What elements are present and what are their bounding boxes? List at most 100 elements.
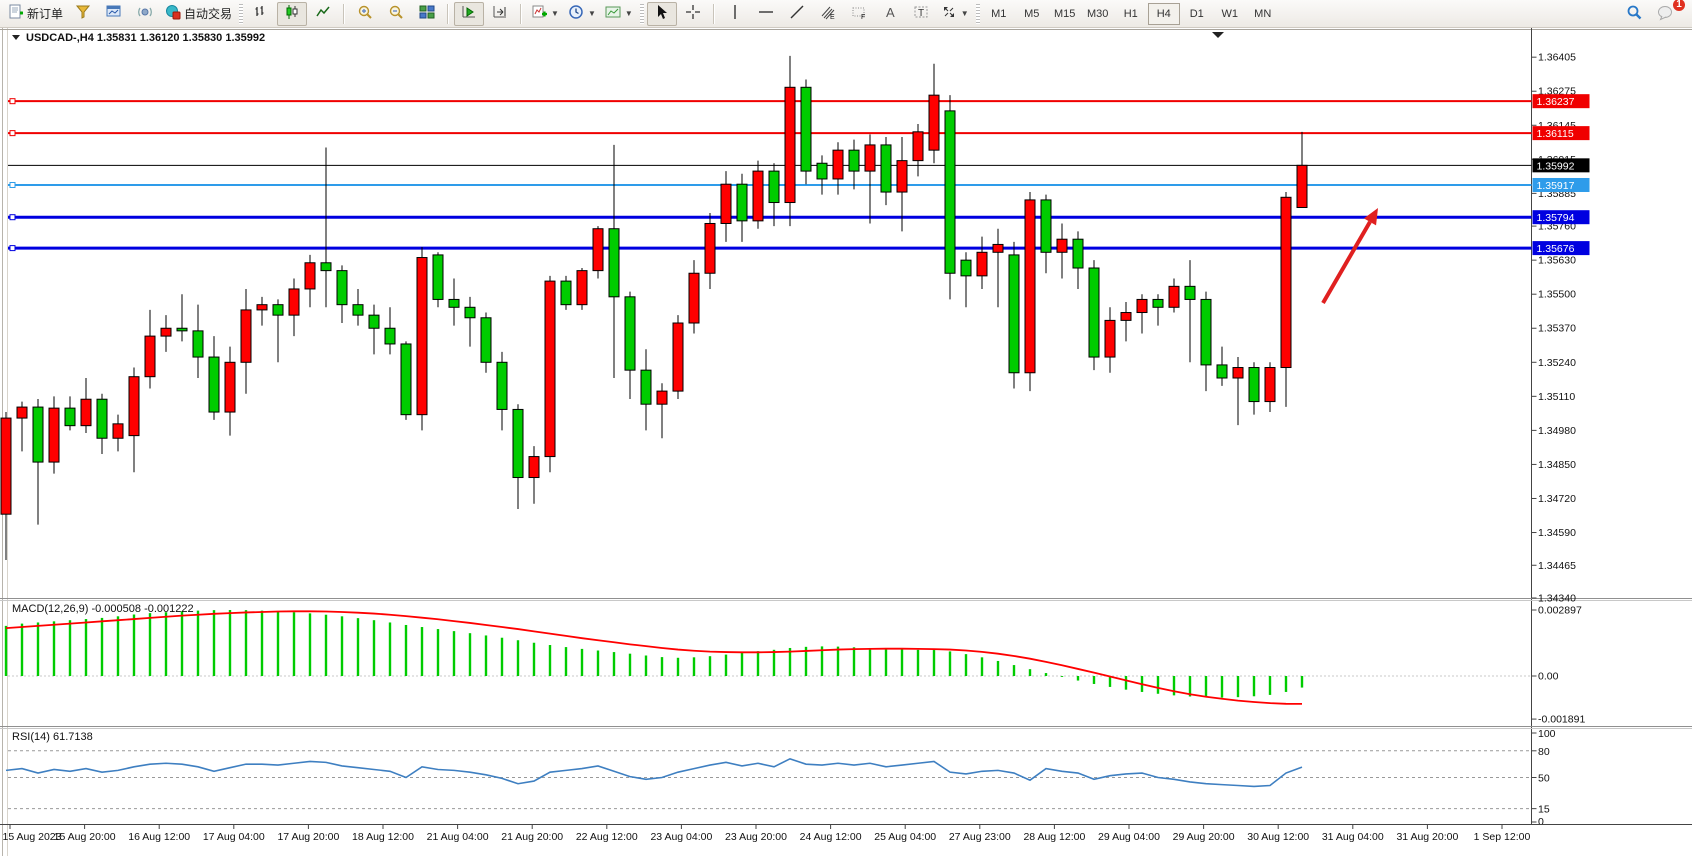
- candlestick-chart-button[interactable]: [277, 1, 308, 26]
- candle-body[interactable]: [528, 456, 540, 479]
- timeframe-d1-button[interactable]: D1: [1189, 7, 1204, 20]
- candle-body[interactable]: [960, 259, 972, 277]
- candle-body[interactable]: [544, 280, 556, 458]
- crosshair-button[interactable]: [678, 2, 708, 26]
- candle-body[interactable]: [928, 94, 940, 151]
- candle-body[interactable]: [912, 131, 924, 162]
- candle-body[interactable]: [480, 317, 492, 363]
- candle-body[interactable]: [560, 280, 572, 306]
- candle-body[interactable]: [592, 228, 604, 272]
- candle-body[interactable]: [880, 144, 892, 193]
- candle-body[interactable]: [704, 222, 716, 274]
- timeframe-h4-button[interactable]: H4: [1147, 2, 1180, 25]
- candle-body[interactable]: [1200, 298, 1212, 366]
- candle-body[interactable]: [464, 306, 476, 319]
- zoom-out-button[interactable]: [381, 2, 411, 26]
- candle-body[interactable]: [64, 407, 76, 427]
- periods-button[interactable]: ▼: [564, 2, 600, 26]
- autotrading-button[interactable]: 自动交易: [161, 2, 236, 26]
- new-order-button[interactable]: 新订单: [4, 2, 67, 26]
- candle-body[interactable]: [112, 423, 124, 439]
- timeframe-w1-button[interactable]: W1: [1221, 7, 1238, 20]
- candle-body[interactable]: [1232, 367, 1244, 379]
- timeframe-m30-button[interactable]: M30: [1087, 7, 1109, 20]
- candle-body[interactable]: [1136, 298, 1148, 314]
- candle-body[interactable]: [656, 390, 668, 405]
- timeframe-m5-button[interactable]: M5: [1024, 7, 1040, 20]
- tile-windows-button[interactable]: [412, 2, 442, 26]
- candle-body[interactable]: [1296, 164, 1308, 209]
- candle-body[interactable]: [208, 356, 220, 413]
- candle-body[interactable]: [80, 398, 92, 427]
- candle-body[interactable]: [1056, 238, 1068, 253]
- chat-button[interactable]: 1: [1650, 0, 1685, 26]
- symbol-dropdown-icon[interactable]: [12, 35, 20, 40]
- candle-body[interactable]: [240, 309, 252, 363]
- timeframe-m1-button[interactable]: M1: [991, 7, 1007, 20]
- candle-body[interactable]: [608, 228, 620, 298]
- candle-body[interactable]: [1104, 319, 1116, 358]
- candle-body[interactable]: [784, 86, 796, 204]
- candle-body[interactable]: [800, 86, 812, 172]
- candle-body[interactable]: [640, 369, 652, 405]
- candle-body[interactable]: [192, 330, 204, 358]
- candle-body[interactable]: [1264, 367, 1276, 403]
- line-handle[interactable]: [9, 181, 16, 188]
- candle-body[interactable]: [768, 170, 780, 204]
- candle-body[interactable]: [816, 162, 828, 180]
- line-handle[interactable]: [9, 245, 16, 252]
- text-button[interactable]: A: [875, 2, 905, 26]
- indicators-button[interactable]: ▼: [527, 2, 563, 26]
- candle-body[interactable]: [304, 262, 316, 290]
- candle-body[interactable]: [944, 110, 956, 274]
- fibonacci-button[interactable]: E: [813, 2, 843, 26]
- chart-svg[interactable]: 1.364051.362751.361451.360151.358851.357…: [0, 28, 1692, 856]
- candle-body[interactable]: [1184, 285, 1196, 300]
- candle-body[interactable]: [160, 327, 172, 337]
- chart-shift-button[interactable]: [485, 2, 515, 26]
- arrows-button[interactable]: ▼: [937, 2, 973, 26]
- candle-body[interactable]: [1024, 199, 1036, 374]
- candle-body[interactable]: [672, 322, 684, 392]
- line-handle[interactable]: [9, 98, 16, 105]
- search-button[interactable]: [1619, 2, 1649, 26]
- candle-body[interactable]: [1008, 254, 1020, 374]
- candle-body[interactable]: [96, 398, 108, 439]
- zoom-in-button[interactable]: [350, 2, 380, 26]
- candle-body[interactable]: [288, 288, 300, 316]
- candle-body[interactable]: [448, 298, 460, 308]
- candle-body[interactable]: [256, 304, 268, 311]
- candle-body[interactable]: [992, 243, 1004, 253]
- candle-body[interactable]: [1280, 196, 1292, 369]
- candle-body[interactable]: [48, 407, 60, 463]
- candle-body[interactable]: [1168, 285, 1180, 308]
- vertical-line-button[interactable]: [720, 2, 750, 26]
- cursor-button[interactable]: [646, 1, 677, 26]
- candle-body[interactable]: [1088, 267, 1100, 358]
- styler-button[interactable]: [68, 2, 98, 26]
- line-chart-button[interactable]: [308, 2, 338, 26]
- candle-body[interactable]: [976, 251, 988, 277]
- candle-body[interactable]: [896, 160, 908, 193]
- candle-body[interactable]: [624, 296, 636, 371]
- candle-body[interactable]: [272, 304, 284, 316]
- candle-body[interactable]: [1072, 238, 1084, 269]
- candle-body[interactable]: [384, 327, 396, 345]
- text-label-button[interactable]: T: [906, 2, 936, 26]
- candle-body[interactable]: [352, 304, 364, 316]
- candle-body[interactable]: [176, 327, 188, 332]
- trendline-button[interactable]: [782, 2, 812, 26]
- candle-body[interactable]: [336, 270, 348, 306]
- channel-grid-button[interactable]: F: [844, 2, 874, 26]
- candle-body[interactable]: [512, 408, 524, 479]
- timeframe-mn-button[interactable]: MN: [1254, 7, 1272, 20]
- horizontal-line-button[interactable]: [751, 2, 781, 26]
- candle-body[interactable]: [720, 183, 732, 224]
- timeframe-h1-button[interactable]: H1: [1123, 7, 1138, 20]
- bar-chart-button[interactable]: [246, 2, 276, 26]
- annotation-arrow-head[interactable]: [1363, 208, 1378, 226]
- candle-body[interactable]: [1248, 367, 1260, 403]
- candle-body[interactable]: [1040, 199, 1052, 253]
- annotation-arrow-shaft[interactable]: [1321, 220, 1372, 305]
- candle-body[interactable]: [496, 361, 508, 410]
